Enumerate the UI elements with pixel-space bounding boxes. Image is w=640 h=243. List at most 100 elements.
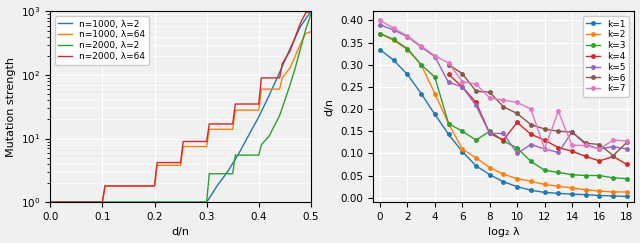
k=2	[417, 63, 425, 66]
n=1000, λ=64	[205, 128, 213, 131]
k=5	[431, 55, 438, 58]
k=5	[417, 45, 425, 48]
k=2	[623, 191, 631, 193]
Line: n=1000, λ=2: n=1000, λ=2	[51, 11, 311, 202]
n=2000, λ=2	[203, 201, 211, 204]
n=2000, λ=2	[276, 114, 284, 117]
k=1	[445, 133, 452, 136]
k=1	[458, 150, 466, 153]
k=7	[486, 96, 493, 99]
k=7	[376, 19, 384, 22]
n=1000, λ=64	[229, 128, 237, 131]
k=3	[417, 63, 425, 66]
k=1	[376, 48, 384, 51]
n=1000, λ=64	[232, 109, 239, 112]
Line: k=6: k=6	[447, 63, 628, 157]
k=6	[568, 131, 576, 134]
k=1	[554, 192, 562, 195]
n=1000, λ=64	[278, 77, 286, 79]
n=2000, λ=64	[232, 103, 239, 105]
k=1	[431, 113, 438, 116]
k=3	[472, 139, 480, 141]
n=2000, λ=64	[276, 77, 284, 79]
k=4	[486, 132, 493, 135]
k=7	[541, 148, 548, 150]
k=1	[486, 173, 493, 176]
k=4	[527, 133, 534, 136]
n=2000, λ=2	[271, 124, 278, 127]
k=6	[609, 154, 617, 157]
k=6	[513, 112, 521, 115]
k=4	[609, 155, 617, 158]
n=2000, λ=64	[286, 49, 294, 52]
n=1000, λ=64	[255, 109, 262, 112]
k=6	[527, 123, 534, 126]
k=5	[513, 152, 521, 155]
n=2000, λ=64	[150, 184, 158, 187]
k=2	[445, 122, 452, 125]
n=1000, λ=64	[291, 54, 299, 57]
n=1000, λ=2	[307, 10, 315, 13]
k=2	[404, 48, 412, 51]
k=5	[376, 23, 384, 26]
k=1	[568, 193, 576, 196]
n=2000, λ=64	[47, 201, 54, 204]
k=7	[472, 83, 480, 86]
k=7	[527, 108, 534, 111]
k=4	[582, 155, 589, 158]
n=2000, λ=2	[291, 66, 299, 69]
Line: k=7: k=7	[378, 19, 628, 151]
k=5	[582, 143, 589, 146]
Line: n=2000, λ=2: n=2000, λ=2	[51, 14, 311, 202]
k=7	[500, 99, 508, 102]
n=1000, λ=64	[296, 42, 304, 45]
k=6	[596, 143, 604, 146]
Legend: n=1000, λ=2, n=1000, λ=64, n=2000, λ=2, n=2000, λ=64: n=1000, λ=2, n=1000, λ=64, n=2000, λ=2, …	[55, 16, 149, 65]
k=4	[623, 163, 631, 166]
k=2	[554, 185, 562, 188]
Line: n=2000, λ=64: n=2000, λ=64	[51, 11, 311, 202]
k=7	[431, 54, 438, 57]
k=2	[431, 92, 438, 95]
k=7	[390, 27, 397, 30]
n=1000, λ=2	[47, 201, 54, 204]
k=5	[527, 143, 534, 146]
Line: k=5: k=5	[378, 23, 628, 155]
k=7	[582, 144, 589, 147]
k=1	[623, 195, 631, 198]
k=2	[390, 39, 397, 42]
k=2	[582, 188, 589, 191]
n=1000, λ=2	[286, 47, 294, 50]
k=7	[404, 35, 412, 37]
k=4	[596, 159, 604, 162]
k=7	[445, 61, 452, 64]
k=6	[554, 130, 562, 133]
Legend: k=1, k=2, k=3, k=4, k=5, k=6, k=7: k=1, k=2, k=3, k=4, k=5, k=6, k=7	[583, 16, 629, 97]
k=2	[513, 177, 521, 180]
Y-axis label: d/n: d/n	[324, 98, 335, 116]
k=1	[500, 180, 508, 183]
k=6	[623, 141, 631, 144]
Y-axis label: Mutation strength: Mutation strength	[6, 57, 15, 157]
k=2	[568, 187, 576, 190]
k=6	[472, 90, 480, 93]
k=2	[609, 191, 617, 193]
k=2	[472, 156, 480, 159]
k=2	[376, 32, 384, 35]
Line: k=1: k=1	[378, 48, 628, 198]
n=1000, λ=64	[203, 145, 211, 148]
k=3	[500, 139, 508, 142]
k=2	[527, 180, 534, 183]
k=1	[472, 164, 480, 167]
k=5	[568, 131, 576, 134]
k=7	[609, 139, 617, 141]
k=7	[623, 139, 631, 142]
n=2000, λ=2	[296, 47, 304, 50]
n=2000, λ=64	[291, 35, 299, 38]
k=2	[541, 183, 548, 186]
k=5	[445, 81, 452, 84]
n=1000, λ=64	[257, 88, 265, 91]
k=3	[541, 169, 548, 172]
n=1000, λ=2	[255, 115, 262, 118]
n=1000, λ=64	[150, 184, 158, 187]
